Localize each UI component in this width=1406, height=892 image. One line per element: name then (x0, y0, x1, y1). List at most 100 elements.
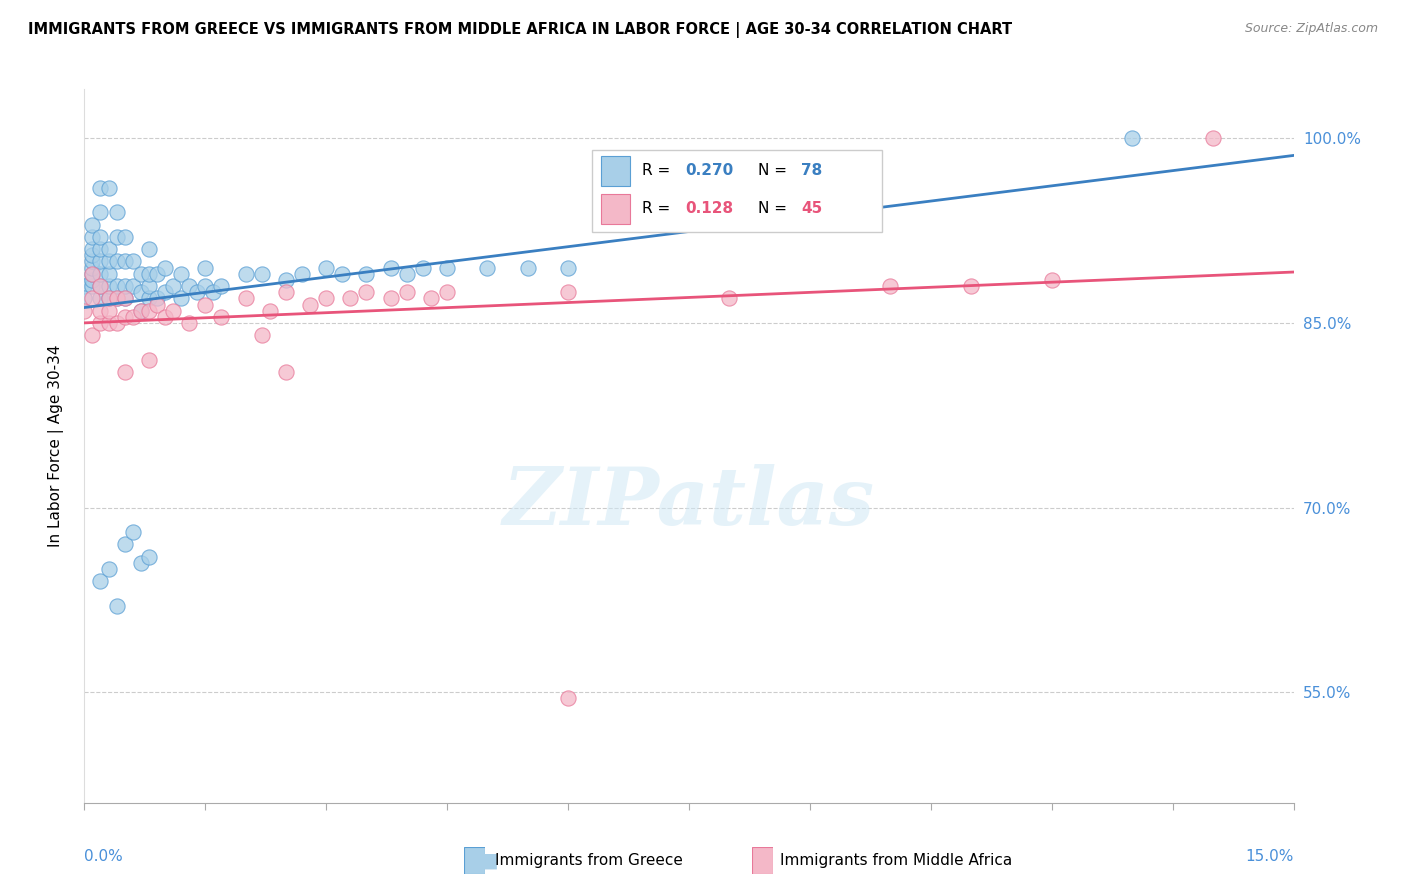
Text: 78: 78 (801, 163, 823, 178)
Point (138, 267, 160, 281)
Text: N =: N = (758, 201, 792, 216)
Point (89, 180, 111, 194)
Point (89, 254, 111, 268)
Point (89, 574, 111, 589)
Point (105, 291, 128, 305)
Point (114, 279, 136, 293)
Point (718, 291, 741, 305)
Point (179, 279, 201, 293)
Point (82, 254, 104, 268)
Point (250, 267, 273, 281)
Point (114, 291, 136, 305)
Point (89, 230, 111, 244)
Point (138, 242, 160, 256)
Point (82, 242, 104, 256)
Point (73, 279, 96, 293)
Point (153, 285, 176, 300)
Point (274, 285, 297, 300)
Point (97, 316, 120, 330)
Point (129, 556, 152, 570)
Point (339, 291, 361, 305)
Point (1040, 273, 1063, 287)
Point (138, 291, 160, 305)
Point (82, 328, 104, 343)
Point (89, 242, 111, 256)
Point (121, 310, 143, 324)
Point (105, 205, 128, 219)
Point (960, 279, 983, 293)
Point (315, 291, 337, 305)
Point (412, 260, 434, 275)
Point (82, 248, 104, 262)
Text: 0.270: 0.270 (685, 163, 734, 178)
Point (89, 303, 111, 318)
FancyBboxPatch shape (592, 150, 883, 232)
Point (259, 303, 281, 318)
Point (299, 297, 322, 311)
Point (879, 279, 901, 293)
Point (121, 525, 143, 540)
Point (436, 260, 458, 275)
Point (82, 279, 104, 293)
Point (186, 285, 208, 300)
Text: 45: 45 (801, 201, 823, 216)
Point (114, 230, 136, 244)
Point (194, 297, 217, 311)
Point (194, 279, 217, 293)
Point (557, 691, 579, 706)
Point (153, 310, 176, 324)
Bar (600, 194, 630, 224)
Point (138, 279, 160, 293)
Text: Immigrants from Greece: Immigrants from Greece (495, 854, 683, 868)
Point (209, 310, 232, 324)
Point (330, 267, 353, 281)
Text: ▪: ▪ (478, 847, 499, 875)
Point (129, 267, 152, 281)
Point (97, 242, 120, 256)
Point (82, 230, 104, 244)
Point (82, 260, 104, 275)
Point (477, 260, 499, 275)
Point (105, 599, 128, 613)
Point (97, 291, 120, 305)
Point (105, 230, 128, 244)
Text: Immigrants from Middle Africa: Immigrants from Middle Africa (780, 854, 1012, 868)
Point (436, 285, 458, 300)
Text: R =: R = (641, 163, 675, 178)
Point (97, 279, 120, 293)
Text: 0.0%: 0.0% (84, 849, 124, 863)
Point (129, 303, 152, 318)
Point (557, 285, 579, 300)
Text: ZIPatlas: ZIPatlas (503, 465, 875, 541)
Point (129, 303, 152, 318)
Point (97, 303, 120, 318)
Point (235, 291, 257, 305)
Point (146, 267, 169, 281)
Point (97, 254, 120, 268)
Point (380, 260, 402, 275)
Point (82, 273, 104, 287)
Point (114, 291, 136, 305)
Point (274, 273, 297, 287)
Point (138, 549, 160, 564)
Point (73, 303, 96, 318)
Point (114, 537, 136, 551)
Text: IMMIGRANTS FROM GREECE VS IMMIGRANTS FROM MIDDLE AFRICA IN LABOR FORCE | AGE 30-: IMMIGRANTS FROM GREECE VS IMMIGRANTS FRO… (28, 22, 1012, 38)
Point (105, 316, 128, 330)
Point (420, 291, 443, 305)
Point (153, 260, 176, 275)
Point (291, 267, 314, 281)
Point (97, 291, 120, 305)
Point (114, 365, 136, 379)
Point (170, 267, 193, 281)
Point (202, 285, 225, 300)
Point (105, 279, 128, 293)
Point (121, 254, 143, 268)
Point (235, 267, 257, 281)
Point (114, 310, 136, 324)
Point (97, 180, 120, 194)
Point (209, 279, 232, 293)
Point (170, 291, 193, 305)
Point (194, 260, 217, 275)
Point (1202, 131, 1225, 145)
